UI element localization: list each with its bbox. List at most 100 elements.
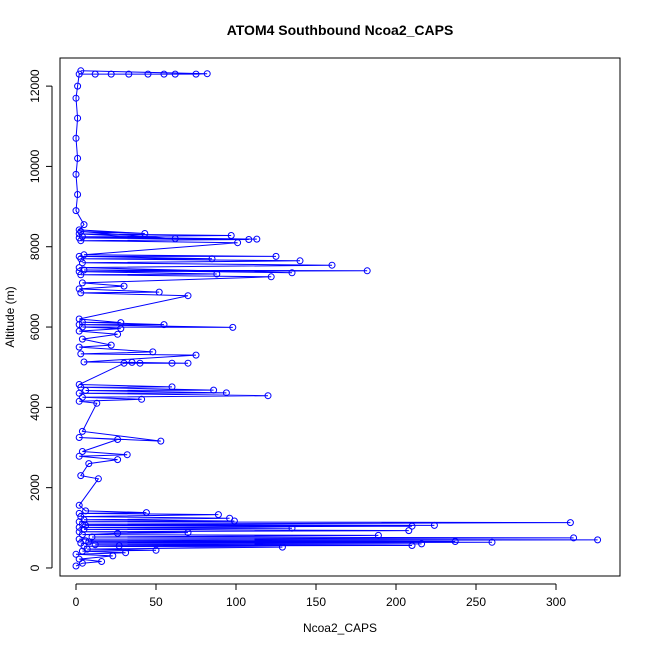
data-point [85,538,93,546]
data-point [107,341,115,349]
y-tick-label: 8000 [28,233,42,260]
data-point [288,524,296,532]
data-point [138,395,146,403]
y-tick-label: 12000 [28,69,42,103]
data-point [75,434,83,441]
data-point [141,230,149,237]
y-tick-label: 0 [28,564,42,571]
data-point [208,255,216,263]
data-point [168,383,176,391]
data-point [566,519,574,527]
data-point [149,348,157,356]
data-point [488,538,496,546]
data-point [75,535,83,543]
data-point [363,267,371,275]
data-point [278,543,286,551]
data-point [125,70,133,78]
data-point [203,70,211,78]
data-point [296,257,304,265]
data-point [245,236,253,243]
data-point [117,319,125,327]
data-point [75,315,83,323]
data-point [80,251,88,259]
data-point [77,289,85,297]
data-point [82,507,90,515]
data-point [328,261,336,269]
y-tick-label: 6000 [28,313,42,340]
x-tick-label: 150 [306,595,326,609]
data-point [77,350,85,358]
data-point [78,427,86,435]
data-point [430,521,438,529]
x-tick-label: 250 [466,595,486,609]
data-point [109,552,117,560]
data-point [75,252,83,260]
data-point [91,541,99,549]
data-point [122,549,130,557]
data-point [72,134,80,142]
y-tick-label: 4000 [28,394,42,421]
data-point [78,448,86,455]
data-point [192,70,200,78]
data-point [418,540,426,548]
chart-title: ATOM4 Southbound Ncoa2_CAPS [227,22,454,38]
data-point [75,343,83,351]
y-tick-label: 10000 [28,149,42,183]
data-point [115,542,123,550]
data-point [75,381,83,388]
data-point [123,451,131,459]
series-line [75,70,598,567]
data-point [78,279,86,287]
data-point [75,70,83,78]
x-axis: 0 50 100 150 200 250 300 [73,583,566,609]
data-point [142,509,150,517]
data-point [374,531,382,539]
data-point [120,282,128,290]
data-point [74,191,82,198]
series-layer [72,67,602,570]
plot-frame [59,57,621,577]
data-point [222,389,230,397]
data-point [94,475,102,483]
data-point [288,269,296,277]
data-point [160,321,168,329]
y-axis: 0 2000 4000 6000 8000 10000 12000 [28,69,53,571]
x-tick-label: 50 [149,595,163,609]
data-point [75,555,83,563]
data-point [184,529,192,537]
x-tick-label: 0 [73,595,80,609]
data-point [82,387,90,394]
data-point [570,534,578,542]
data-point [72,562,80,570]
x-axis-label: Ncoa2_CAPS [303,621,377,635]
data-point [234,239,242,247]
data-point [74,82,82,90]
data-point [184,359,192,367]
data-point [168,359,176,367]
data-point [77,228,85,235]
data-point [78,259,86,267]
data-point [136,359,144,367]
data-point [75,234,83,242]
data-point [72,94,80,102]
x-tick-label: 100 [226,595,246,609]
data-point [85,460,93,468]
data-point [594,536,602,544]
data-point [88,533,96,541]
data-point [155,288,163,296]
data-point [72,170,80,178]
data-point [408,522,416,530]
data-point [160,70,168,78]
data-point [93,399,101,407]
data-point [75,268,83,276]
data-point [80,358,88,366]
data-point [80,221,88,229]
data-point [152,546,160,554]
data-point [192,351,200,359]
data-point [229,323,237,331]
data-point [408,542,416,549]
data-point [75,509,83,517]
data-point [128,358,136,366]
data-point [210,386,218,394]
data-point [72,550,80,558]
